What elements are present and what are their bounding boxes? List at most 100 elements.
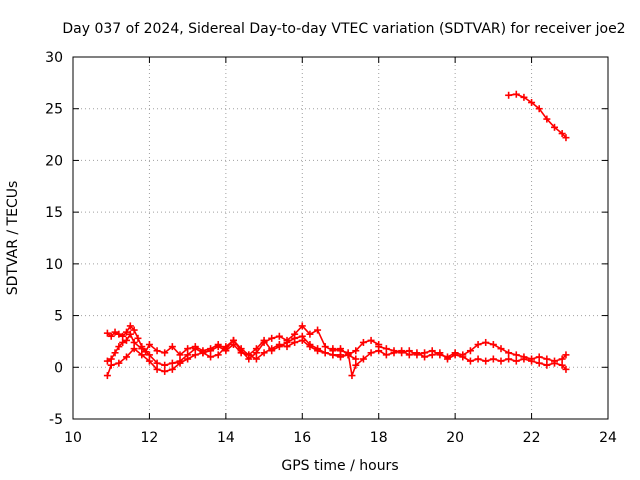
y-tick-label: 30 (45, 50, 63, 66)
data-point (138, 351, 146, 359)
data-point (237, 345, 245, 353)
x-tick-label: 16 (293, 430, 311, 446)
data-point (268, 334, 276, 342)
data-point (153, 359, 161, 367)
data-point (413, 351, 421, 359)
data-point (168, 365, 176, 373)
data-point (390, 347, 398, 355)
data-point (245, 351, 253, 359)
data-point (291, 338, 299, 346)
data-point (352, 347, 360, 355)
data-point (482, 338, 490, 346)
data-point (535, 353, 543, 361)
data-point (260, 349, 268, 357)
data-point (107, 361, 115, 369)
data-point (359, 338, 367, 346)
data-point (283, 343, 291, 351)
data-point (562, 365, 570, 373)
data-point (436, 351, 444, 359)
x-tick-label: 24 (599, 430, 617, 446)
data-point (382, 345, 390, 353)
data-point (184, 345, 192, 353)
data-point (230, 336, 237, 344)
data-point (520, 93, 528, 101)
x-tick-labels: 10 12 14 16 18 20 22 24 (64, 430, 617, 446)
data-point (337, 347, 344, 355)
data-point (123, 328, 130, 336)
data-point (528, 355, 536, 363)
data-point (558, 355, 566, 363)
data-point (421, 349, 429, 357)
x-tick-label: 18 (370, 430, 388, 446)
series-track-f (505, 90, 570, 142)
data-point (123, 336, 130, 344)
data-point (551, 357, 558, 365)
data-point (497, 357, 505, 365)
plot-frame (72, 56, 609, 420)
y-axis-label: SDTVAR / TECUs (5, 181, 21, 296)
data-point (168, 343, 176, 351)
data-point (176, 359, 184, 367)
data-point (505, 355, 513, 363)
y-tick-label: 15 (45, 205, 63, 221)
y-tick-label: 0 (54, 360, 63, 376)
data-point (214, 343, 222, 351)
data-point (184, 355, 192, 363)
data-point (474, 341, 482, 349)
data-point (543, 115, 551, 123)
data-point (119, 338, 127, 346)
x-tick-label: 20 (446, 430, 464, 446)
data-point (153, 347, 161, 355)
data-point (497, 345, 505, 353)
series-track-e (375, 338, 570, 365)
y-tick-label: 25 (45, 102, 63, 118)
data-point (306, 330, 314, 338)
data-point (535, 105, 543, 113)
data-point (512, 357, 520, 365)
data-point (314, 326, 322, 334)
data-point (382, 351, 390, 359)
data-point (252, 345, 260, 353)
data-point (428, 347, 436, 355)
data-point (558, 130, 566, 138)
data-point (107, 332, 115, 340)
data-point (145, 357, 153, 365)
data-point (176, 351, 184, 359)
data-point (145, 351, 153, 359)
data-point (543, 355, 551, 363)
data-point (512, 90, 520, 98)
data-point (107, 355, 115, 363)
data-point (466, 357, 474, 365)
data-point (252, 355, 260, 363)
x-axis-label: GPS time / hours (281, 458, 398, 474)
data-point (115, 330, 123, 338)
data-point (130, 338, 138, 346)
data-point (126, 330, 134, 338)
data-point (367, 349, 375, 357)
data-point (528, 99, 536, 107)
x-tick-label: 12 (141, 430, 159, 446)
data-point (134, 334, 142, 342)
data-point (459, 351, 467, 359)
data-point (207, 347, 215, 355)
data-point (207, 353, 215, 361)
data-point (191, 351, 199, 359)
data-series (103, 90, 570, 380)
data-point (348, 372, 356, 380)
data-point (451, 349, 459, 357)
data-point (119, 332, 127, 340)
data-point (161, 361, 169, 369)
data-point (512, 351, 520, 359)
data-point (214, 351, 222, 359)
data-point (115, 359, 123, 367)
data-point (405, 347, 413, 355)
y-tick-label: 10 (45, 257, 63, 273)
data-point (535, 359, 543, 367)
series-line (378, 341, 567, 362)
y-tick-label: 5 (54, 309, 63, 325)
data-point (398, 349, 406, 357)
x-tick-label: 14 (217, 430, 235, 446)
data-point (298, 322, 306, 330)
series-track-d (329, 345, 570, 380)
